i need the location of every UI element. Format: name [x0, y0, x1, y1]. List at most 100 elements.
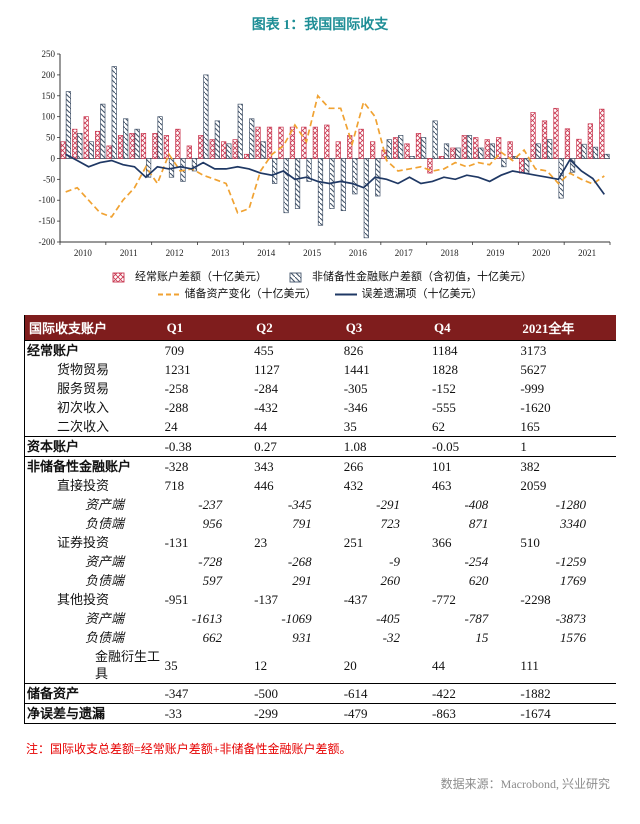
cell-value: -787 — [464, 611, 489, 626]
cell-value: 3173 — [520, 343, 547, 358]
cell-value: 251 — [343, 535, 364, 550]
cell-value: 956 — [202, 516, 223, 531]
cell-value: 2059 — [520, 478, 547, 493]
cell-value: 101 — [432, 459, 452, 474]
table-row: 金融衍生工具 35 12 20 44 111 — [25, 647, 617, 684]
cell-value: 20 — [343, 657, 357, 673]
row-label: 资产端 — [85, 611, 125, 626]
bop-chart: 250 200 150 100 50 0 -50 -100 -150 -200 2010 2011 20… — [20, 48, 620, 267]
legend-item: 误差遗漏项（十亿美元） — [334, 286, 483, 303]
cell-value: 510 — [520, 535, 540, 550]
legend-label: 储备资产变化（十亿美元） — [184, 288, 317, 300]
row-label: 直接投资 — [57, 478, 110, 493]
cell-value: 12 — [254, 657, 268, 673]
svg-text:2020: 2020 — [532, 248, 551, 258]
cell-value: 432 — [343, 478, 364, 493]
bop-table-head: 国际收支账户 Q1 Q2 Q3 Q4 2021全年 — [24, 315, 616, 341]
cell-value: 446 — [254, 478, 274, 493]
row-label: 储备资产 — [27, 686, 80, 701]
cell-value: -728 — [198, 554, 223, 569]
row-label: 负债端 — [85, 573, 125, 588]
row-label: 经常账户 — [27, 343, 80, 358]
svg-text:100: 100 — [42, 112, 56, 122]
legend-label: 非储备性金融账户差额（含初值，十亿美元） — [312, 271, 532, 283]
cell-value: 723 — [380, 516, 401, 531]
cell-value: -1069 — [281, 611, 312, 626]
cell-value: 35 — [343, 419, 357, 434]
cell-value: -437 — [343, 592, 368, 607]
row-label: 服务贸易 — [57, 381, 110, 396]
row-label: 其他投资 — [57, 592, 110, 607]
row-label: 负债端 — [85, 630, 125, 645]
table-row: 资产端 -237 -345 -291 -408 -1280 — [25, 495, 617, 514]
svg-text:250: 250 — [42, 49, 56, 59]
svg-text:-50: -50 — [43, 174, 55, 184]
cell-value: 62 — [432, 419, 445, 434]
table-row: 直接投资 718 446 432 463 2059 — [25, 476, 617, 495]
reserve-change-line — [65, 94, 605, 218]
svg-text:-100: -100 — [39, 195, 56, 205]
cell-value: -1674 — [520, 706, 551, 721]
table-row: 经常账户 709 455 826 1184 3173 — [24, 340, 616, 361]
chart-legend: 经常账户差额（十亿美元） 非储备性金融账户差额（含初值，十亿美元） 储备资产变化（十… — [20, 269, 620, 303]
cell-value: 366 — [432, 535, 452, 550]
cell-value: -237 — [198, 497, 223, 512]
cell-value: -137 — [254, 592, 278, 607]
cell-value: -346 — [343, 400, 368, 415]
footnote: 注：国际收支总差额=经常账户差额+非储备性金融账户差额。 — [26, 742, 352, 756]
legend-item: 经常账户差额（十亿美元） — [108, 269, 267, 286]
legend-label: 经常账户差额（十亿美元） — [135, 271, 267, 283]
row-label: 资产端 — [85, 497, 125, 512]
cell-value: 709 — [164, 343, 185, 358]
table-row: 资产端 -1613 -1069 -405 -787 -3873 — [25, 609, 617, 628]
cell-value: 1231 — [164, 362, 191, 377]
cell-value: -347 — [164, 686, 189, 701]
cell-value: 826 — [343, 343, 364, 358]
svg-text:2021: 2021 — [578, 248, 596, 258]
cell-value: 44 — [432, 657, 445, 673]
cell-value: -422 — [432, 686, 456, 701]
table-row: 资产端 -728 -268 -9 -254 -1259 — [25, 552, 617, 571]
cell-value: -479 — [343, 706, 368, 721]
cell-value: 44 — [254, 419, 268, 434]
svg-text:2013: 2013 — [211, 248, 230, 258]
table-row: 负债端 597 291 260 620 1769 — [25, 571, 617, 590]
cell-value: 791 — [292, 516, 312, 531]
legend-label: 误差遗漏项（十亿美元） — [361, 288, 483, 300]
current-account-bars — [60, 107, 605, 174]
cell-value: -268 — [287, 554, 312, 569]
cell-value: -0.38 — [164, 439, 192, 454]
column-header: Q4 — [430, 315, 519, 341]
cell-value: -9 — [389, 554, 400, 569]
cell-value: 1769 — [560, 573, 586, 588]
cell-value: -328 — [164, 459, 189, 474]
cell-value: -1280 — [555, 497, 586, 512]
cell-value: 291 — [292, 573, 312, 588]
cell-value: 111 — [520, 657, 539, 673]
cell-value: -152 — [432, 381, 456, 396]
chart-title: 图表 1：我国国际收支 — [251, 18, 389, 33]
row-label: 净误差与遗漏 — [27, 706, 106, 721]
svg-text:2012: 2012 — [166, 248, 184, 258]
cell-value: -3873 — [555, 611, 586, 626]
row-label: 二次收入 — [57, 419, 110, 434]
table-row: 负债端 956 791 723 871 3340 — [25, 514, 617, 533]
svg-text:-150: -150 — [39, 216, 56, 226]
cell-value: -405 — [376, 611, 400, 626]
legend-item: 储备资产变化（十亿美元） — [157, 286, 317, 303]
cell-value: -1882 — [520, 686, 551, 701]
cell-value: 871 — [468, 516, 489, 531]
header-row: 国际收支账户 Q1 Q2 Q3 Q4 2021全年 — [24, 315, 616, 341]
cell-value: 1184 — [432, 343, 458, 358]
cell-value: -0.05 — [432, 439, 460, 454]
svg-text:2018: 2018 — [441, 248, 460, 258]
cell-value: -614 — [343, 686, 368, 701]
bop-table-body: 经常账户 709 455 826 1184 3173 货物贸易 1231 1127 1441 182… — [24, 340, 617, 724]
bop-table: 国际收支账户 Q1 Q2 Q3 Q4 2021全年 经常账户 709 455 826 1184 31… — [24, 315, 616, 724]
financial-account-bars — [65, 66, 610, 239]
row-label: 资产端 — [85, 554, 125, 569]
column-header: 2021全年 — [518, 315, 616, 341]
orange-dashed-swatch-icon — [157, 293, 180, 296]
cell-value: -258 — [164, 381, 189, 396]
table-row: 其他投资 -951 -137 -437 -772 -2298 — [25, 590, 617, 609]
